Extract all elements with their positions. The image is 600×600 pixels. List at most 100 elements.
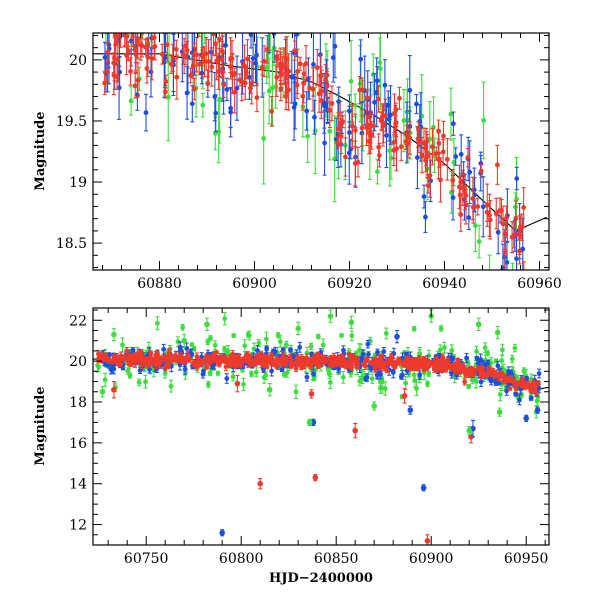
data-point [388, 155, 394, 161]
red-point [214, 41, 220, 81]
red-point [269, 96, 275, 127]
data-point [364, 125, 369, 131]
data-point [148, 69, 154, 75]
data-point [310, 86, 316, 92]
blue-point [289, 50, 295, 104]
x-tick-label: 60920 [327, 276, 372, 292]
data-point [216, 36, 222, 42]
data-point [152, 44, 158, 49]
data-point [458, 151, 464, 157]
red-point [168, 54, 174, 74]
data-point [121, 12, 126, 17]
data-point [382, 82, 388, 88]
y-tick-label: 20 [69, 53, 87, 69]
data-point [189, 0, 194, 3]
green-point [155, 316, 160, 331]
data-point [415, 125, 421, 131]
blue-point [148, 46, 154, 98]
red-point [425, 177, 431, 194]
data-point [281, 372, 287, 377]
blue-point [143, 93, 149, 132]
data-point [327, 380, 333, 385]
blue-point [320, 0, 325, 9]
data-point [348, 78, 354, 84]
data-point [239, 79, 245, 84]
data-point [162, 2, 167, 7]
data-point [105, 49, 111, 55]
green-point [275, 332, 281, 339]
data-point [407, 135, 413, 141]
green-point [231, 333, 237, 338]
data-point [274, 54, 280, 59]
green-point [192, 0, 197, 27]
data-point [118, 0, 123, 4]
data-point [200, 102, 206, 108]
green-point [315, 333, 321, 340]
green-point [230, 372, 236, 382]
data-point [513, 215, 519, 221]
data-point [212, 94, 218, 100]
green-point [383, 327, 389, 340]
red-point [497, 197, 503, 224]
data-point [223, 43, 228, 48]
green-point [352, 93, 358, 118]
red-point [338, 118, 344, 155]
data-point [349, 333, 355, 339]
red-point [294, 70, 300, 100]
data-point [162, 89, 168, 95]
data-point [352, 161, 358, 166]
data-point [184, 90, 190, 96]
data-point [268, 18, 273, 23]
data-point [359, 376, 365, 382]
blue-point [269, 365, 275, 377]
green-point [212, 340, 218, 351]
data-point [482, 345, 488, 351]
red-point [352, 140, 358, 187]
data-point [450, 177, 456, 183]
blue-point [421, 184, 427, 209]
red-point [444, 138, 450, 181]
data-point [492, 378, 498, 383]
data-point [436, 141, 442, 146]
data-point [477, 357, 483, 363]
data-point [367, 114, 373, 120]
red-point [465, 148, 471, 168]
data-point [324, 83, 330, 89]
data-point [404, 368, 410, 374]
data-point [194, 52, 200, 58]
data-point [478, 379, 484, 385]
data-point [264, 46, 270, 52]
green-point [175, 336, 181, 348]
data-point [293, 389, 299, 395]
red-point [159, 43, 165, 65]
data-point [352, 102, 358, 108]
data-point [462, 189, 468, 195]
red-point [132, 73, 138, 99]
data-point [419, 152, 425, 158]
blue-point [495, 360, 501, 371]
data-point [274, 74, 280, 80]
data-point [304, 108, 310, 114]
data-point [211, 33, 216, 37]
green-point [125, 11, 130, 35]
data-point [125, 11, 130, 16]
data-point [480, 302, 485, 307]
data-point [360, 351, 366, 357]
data-point [242, 63, 247, 69]
green-point [245, 331, 251, 339]
red-point [521, 261, 526, 270]
blue-point [213, 94, 219, 133]
data-point [320, 342, 326, 348]
blue-point [382, 59, 388, 112]
red-point [521, 187, 527, 229]
data-point [415, 155, 420, 160]
data-point [227, 64, 233, 70]
red-point [206, 39, 211, 85]
red-point [424, 131, 430, 153]
red-point [441, 120, 446, 152]
data-point [500, 347, 505, 353]
red-point [398, 132, 404, 161]
data-point [470, 196, 476, 201]
data-point [267, 19, 272, 24]
blue-point [279, 367, 285, 373]
